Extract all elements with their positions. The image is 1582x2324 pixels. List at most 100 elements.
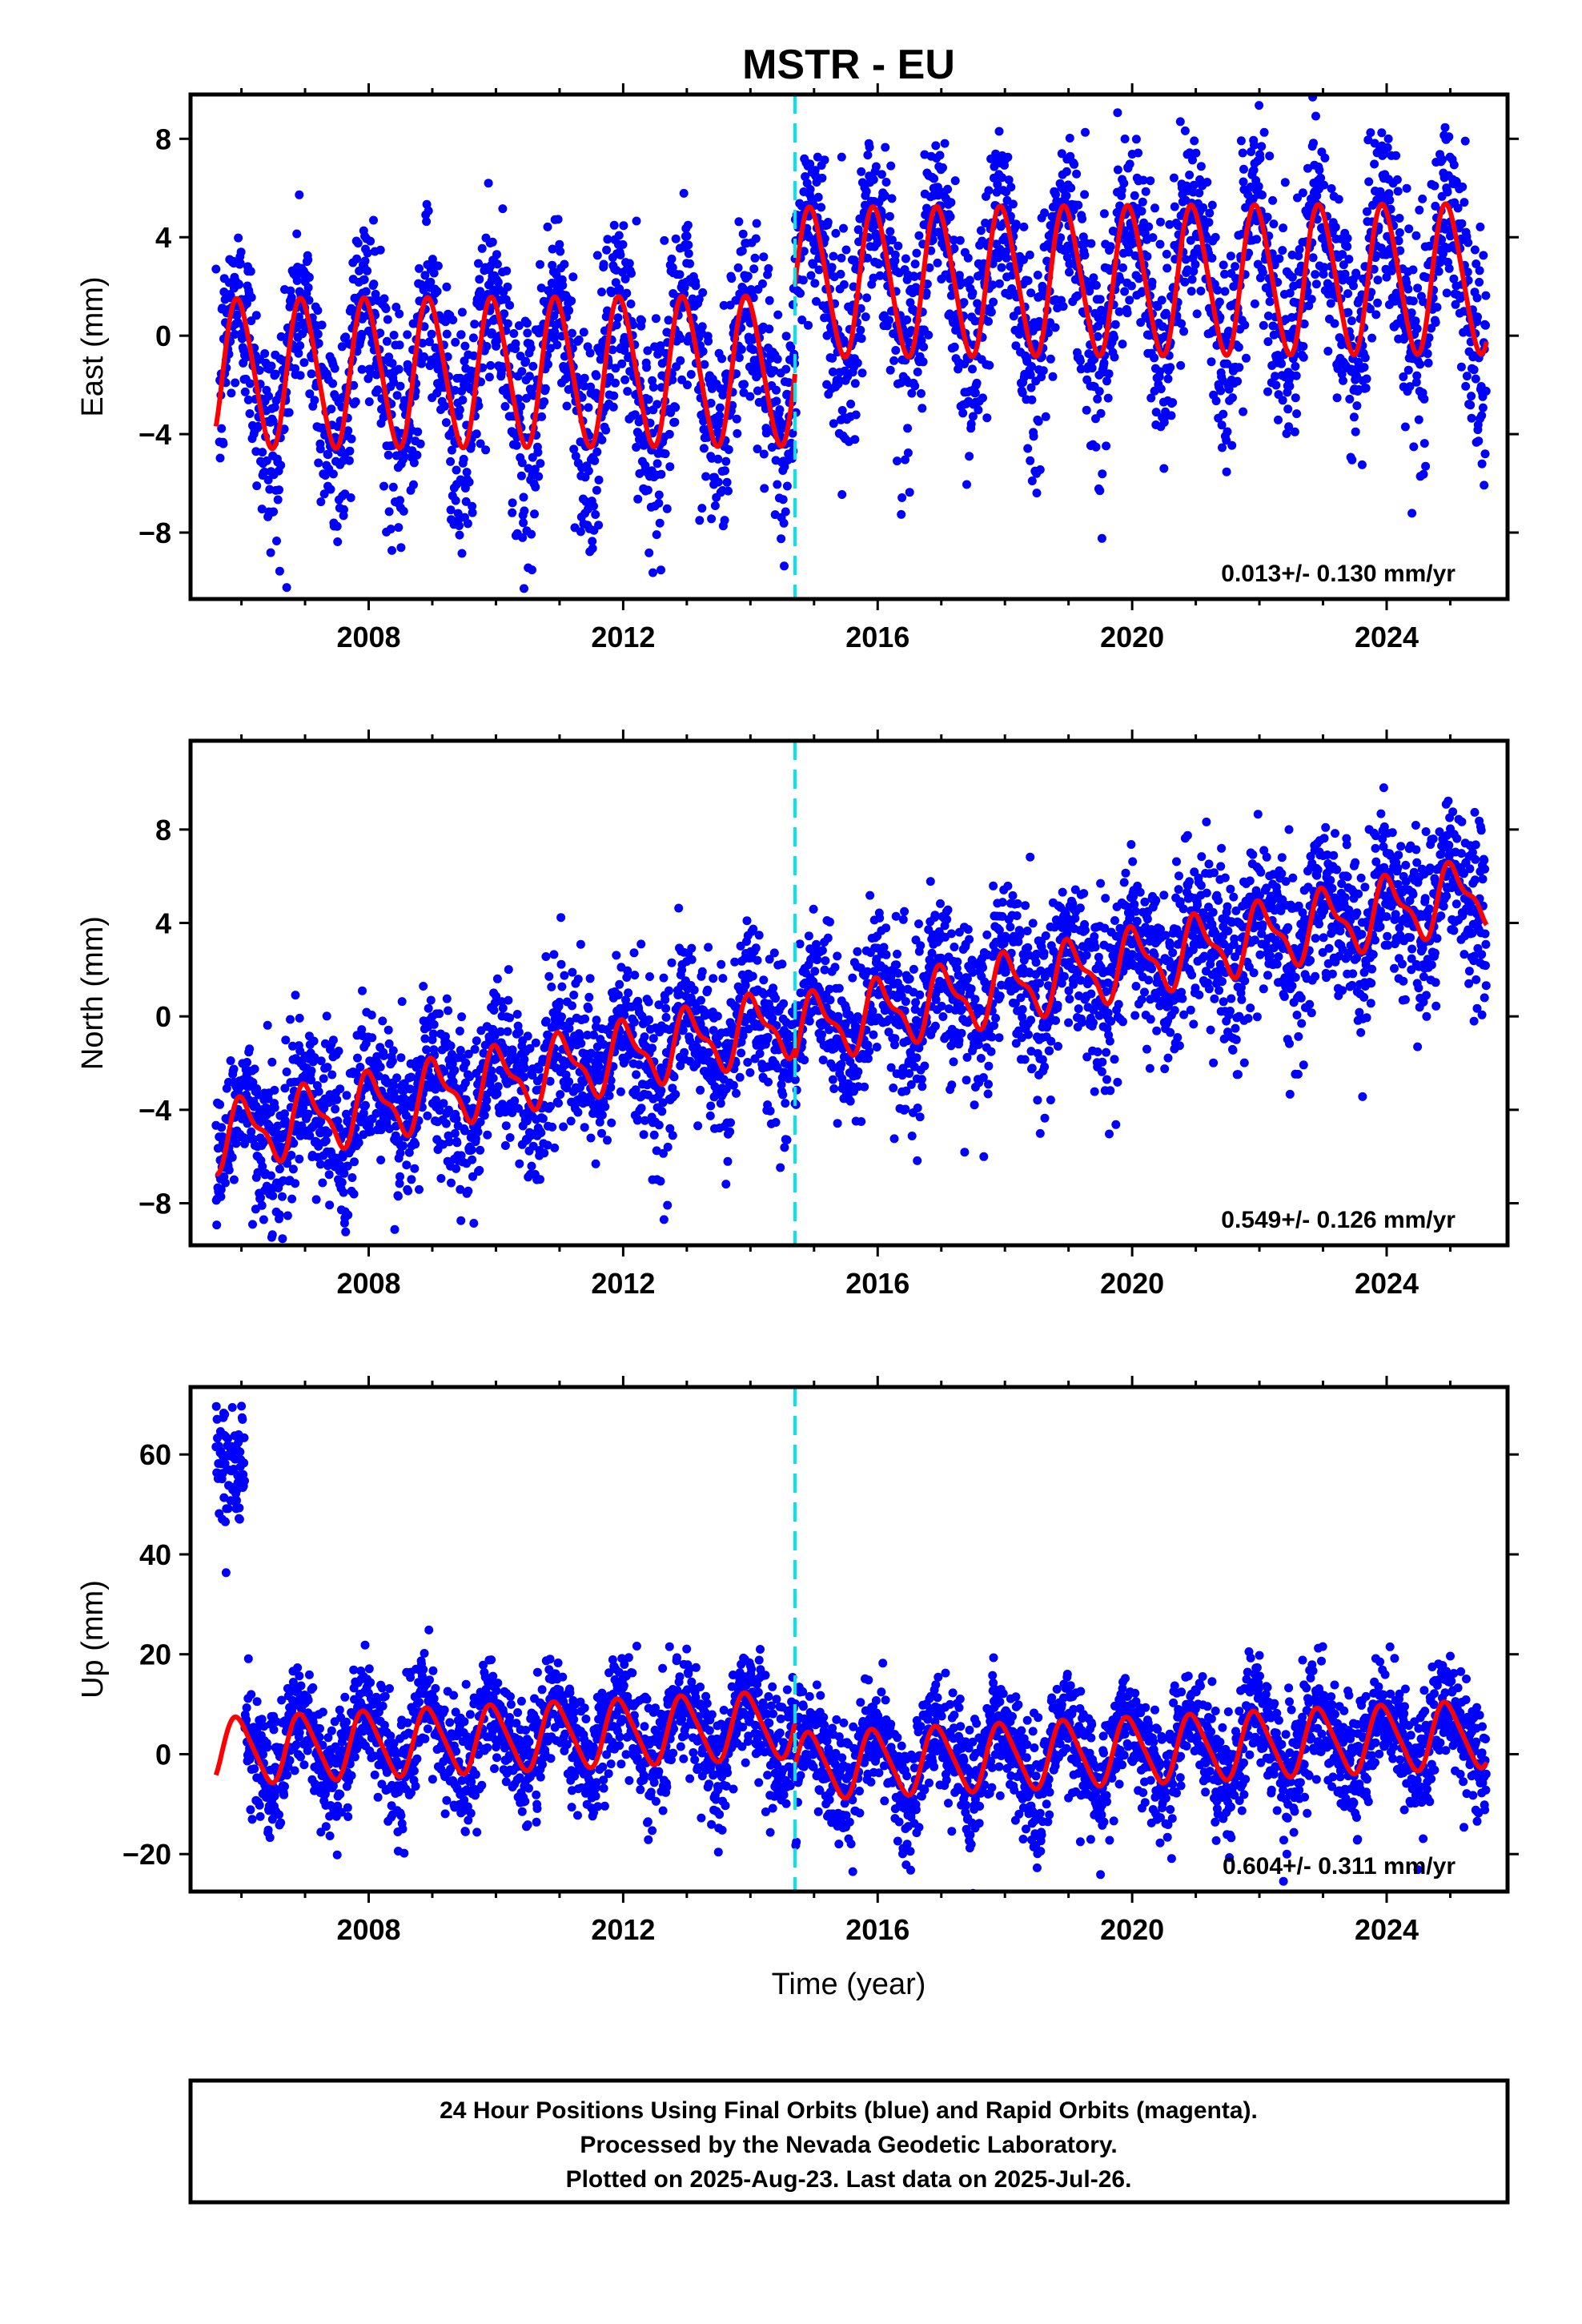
position-point <box>1418 194 1427 203</box>
position-point <box>333 1116 343 1126</box>
position-point <box>227 1152 237 1162</box>
position-point <box>391 303 401 312</box>
position-point <box>998 173 1006 183</box>
position-point <box>637 316 646 325</box>
position-point <box>1026 288 1036 298</box>
position-point <box>1384 189 1394 199</box>
position-point <box>1181 255 1191 264</box>
position-point <box>828 367 837 376</box>
position-point <box>488 237 497 247</box>
position-point <box>396 1172 404 1181</box>
position-point <box>1423 349 1432 359</box>
position-point <box>505 300 515 310</box>
position-point <box>1292 409 1302 419</box>
position-point <box>1026 370 1035 380</box>
position-point <box>1091 442 1101 452</box>
position-point <box>660 235 669 245</box>
position-point <box>880 191 889 200</box>
position-point <box>1344 255 1354 264</box>
position-point <box>267 1057 277 1067</box>
position-point <box>357 329 367 339</box>
position-point <box>295 1013 304 1023</box>
position-point <box>881 143 890 152</box>
position-point <box>715 403 725 412</box>
position-point <box>976 226 986 235</box>
position-point <box>1395 228 1404 237</box>
position-point <box>1242 353 1251 363</box>
position-point <box>738 229 748 239</box>
position-point <box>869 175 878 184</box>
position-point <box>303 1109 313 1119</box>
position-point <box>416 1055 426 1064</box>
position-point <box>1339 260 1348 270</box>
position-point <box>715 411 725 420</box>
position-point <box>577 392 587 402</box>
position-point <box>664 316 673 325</box>
position-point <box>732 414 741 424</box>
position-point <box>1444 263 1454 273</box>
position-point <box>452 465 461 475</box>
position-point <box>648 568 657 577</box>
position-point <box>1449 274 1459 283</box>
position-point <box>315 1160 325 1169</box>
position-point <box>837 490 847 499</box>
position-point <box>452 1138 462 1148</box>
position-point <box>608 345 617 355</box>
position-point <box>292 229 302 239</box>
position-point <box>345 446 355 456</box>
position-point <box>1393 187 1403 196</box>
position-point <box>1011 341 1021 351</box>
position-point <box>1217 420 1227 430</box>
position-point <box>1408 265 1418 275</box>
position-point <box>334 1047 343 1055</box>
position-point <box>1309 139 1318 148</box>
position-point <box>820 234 829 243</box>
position-point <box>524 372 534 381</box>
x-tick-label: 2016 <box>845 621 909 653</box>
position-point <box>812 296 821 306</box>
position-point <box>549 334 559 343</box>
position-point <box>668 375 677 384</box>
position-point <box>651 314 661 324</box>
position-point <box>652 530 661 540</box>
position-point <box>1153 302 1162 312</box>
position-point <box>295 190 304 199</box>
position-point <box>275 1210 284 1220</box>
position-point <box>528 565 536 575</box>
position-point <box>1343 242 1352 251</box>
position-point <box>337 1178 347 1187</box>
position-point <box>444 1137 454 1147</box>
position-point <box>335 1084 345 1094</box>
position-point <box>243 395 253 404</box>
position-point <box>1106 242 1115 251</box>
position-point <box>1096 408 1106 418</box>
plot-area <box>211 94 1491 593</box>
position-point <box>310 396 319 405</box>
position-point <box>1157 296 1166 305</box>
position-point <box>697 322 707 332</box>
position-point <box>796 288 805 298</box>
position-point <box>584 992 594 1002</box>
position-point <box>1026 456 1035 465</box>
panel-frame <box>188 92 1510 601</box>
position-point <box>1177 319 1186 328</box>
position-point <box>875 271 885 280</box>
position-point <box>922 279 932 289</box>
position-point <box>1303 163 1312 173</box>
position-point <box>1189 180 1199 190</box>
position-point <box>512 440 521 450</box>
position-point <box>1124 247 1134 257</box>
position-point <box>1323 347 1333 356</box>
position-point <box>1148 233 1158 243</box>
position-point <box>424 206 433 215</box>
position-point <box>476 287 485 296</box>
position-point <box>536 459 545 468</box>
position-point <box>686 370 696 379</box>
position-point <box>721 466 729 476</box>
position-point <box>623 966 632 975</box>
position-point <box>511 339 520 348</box>
position-point <box>850 379 860 388</box>
figure-title: MSTR - EU <box>742 42 955 88</box>
position-point <box>1019 255 1028 264</box>
